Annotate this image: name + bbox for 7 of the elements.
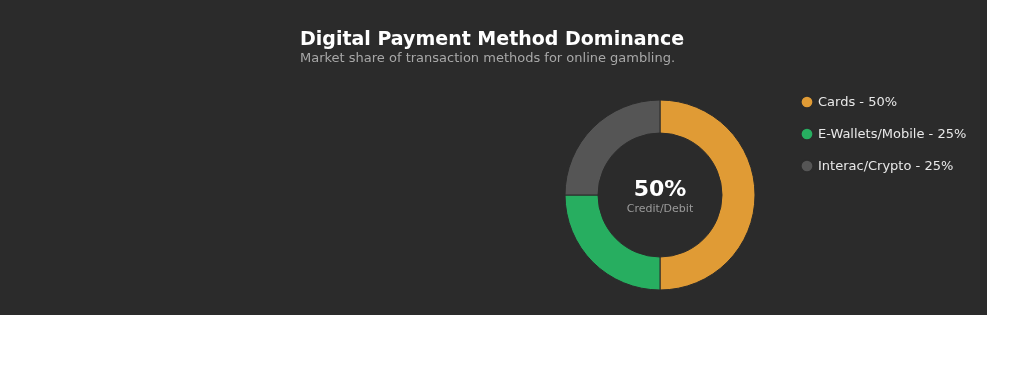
text: 50% xyxy=(633,176,687,201)
chart-title: Digital Payment Method Dominance xyxy=(300,27,685,49)
legend-label: E-Wallets/Mobile - 25% xyxy=(818,126,967,141)
legend-label: Cards - 50% xyxy=(818,94,898,109)
text: Credit/Debit xyxy=(626,202,694,215)
legend-label: Interac/Crypto - 25% xyxy=(818,158,954,173)
chart-subtitle: Market share of transaction methods for online gambling. xyxy=(300,50,676,65)
